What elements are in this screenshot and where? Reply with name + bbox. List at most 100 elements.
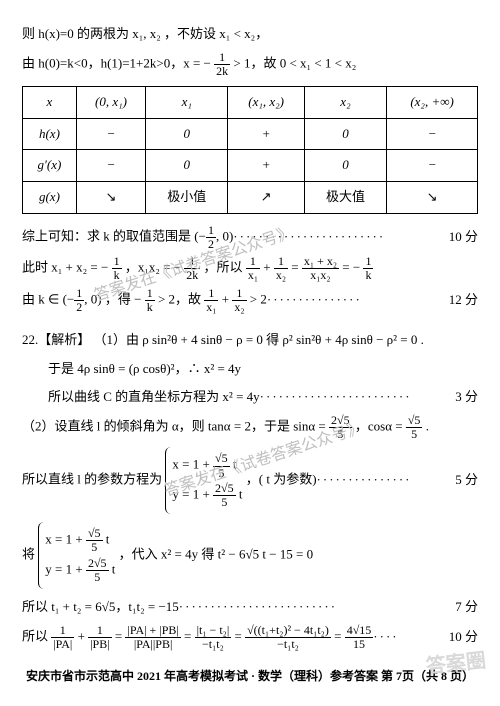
t1t2: 所以 t₁ + t₂ = 6√5，t₁t₂ = −15 [22,595,179,620]
f-n: √((t₁+t₂)² − 4t₁t₂) [245,624,331,638]
f-n: √5 [86,527,103,541]
f-n: 1 [51,624,74,638]
score-10: 10 分 [449,225,478,250]
f-d: 15 [345,638,374,651]
sign-table: x (0, x₁) x₁ (x₁, x₂) x₂ (x₂, +∞) h(x) −… [22,86,478,214]
period: . [426,419,429,434]
cell: ↗ [228,182,304,214]
q22-2-pre: （2）设直线 l 的倾斜角为 α，则 tanα = 2，于是 sinα = [22,419,329,434]
cell: ↘ [76,182,145,214]
f-d: 5 [329,428,352,441]
dots: ························ [260,385,456,410]
f-n: √5 [406,414,423,428]
cell: − [76,118,145,150]
x1x2-pre: 此时 x₁ + x₂ = − [22,260,108,275]
dots: ··············· [267,288,449,313]
table-row: g′(x) − 0 + 0 − [23,150,478,182]
param-t: t [233,457,237,472]
cell: 0 [304,118,386,150]
sy-lhs: y = 1 + [45,561,86,576]
intro-line-1: 则 h(x)=0 的两根为 x₁, x₂ ，不妨设 x₁ < x₂， [22,22,478,47]
f-d: k [112,269,122,282]
int-b: , 0 [216,228,229,243]
f-d: |PB| [88,638,111,651]
cell: − [387,150,478,182]
cell: + [228,150,304,182]
score-5: 5 分 [455,468,478,493]
f-n: 1 [274,255,288,269]
eq: = [234,628,245,643]
int-ad: 2 [206,238,216,251]
cell: − [387,118,478,150]
k-int-a: − [67,291,74,306]
table-row: g(x) ↘ 极小值 ↗ 极大值 ↘ [23,182,478,214]
cell: 0 [146,118,228,150]
f-n: 1 [232,287,246,301]
f-d: −t₁t₂ [195,638,232,651]
plus: + [78,628,89,643]
f-d: 2 [74,301,84,314]
k-mid: ，得 − [105,291,142,306]
score-3: 3 分 [455,385,478,410]
f-d: 5 [86,571,109,584]
dots: ···· [373,625,448,650]
f-d: k [363,269,373,282]
f-n: 1 [145,287,155,301]
f-d: |PA| [51,638,74,651]
cell: + [228,118,304,150]
q22-1c-row: 所以曲线 C 的直角坐标方程为 x² = 4y ················… [22,385,478,410]
intro2-post: > 1，故 0 < x₁ < 1 < x₂ [233,55,356,70]
intro2-pre: 由 h(0)=k<0，h(1)=1+2k>0，x = − [22,55,211,70]
f-d: −t₁t₂ [245,638,331,651]
t1t2-line: 所以 t₁ + t₂ = 6√5，t₁t₂ = −15 ············… [22,595,478,620]
f-d: 5 [213,467,230,480]
table-header-row: x (0, x₁) x₁ (x₁, x₂) x₂ (x₂, +∞) [23,87,478,119]
intro2-frac-d: 2k [214,65,230,78]
f-n: 1 [74,287,84,301]
conclusion-line: 综上可知：求 k 的取值范围是 (−12, 0) ···············… [22,224,478,251]
f-d: x₁x₂ [302,269,339,282]
eq: = [334,628,345,643]
f-d: 5 [86,541,103,554]
f-d: x₁ [246,269,260,282]
eq: = [115,628,126,643]
param-pre: 所以直线 l 的参数方程为 [22,472,165,487]
plus: + [222,291,233,306]
f-n: 2√5 [329,414,352,428]
f-n: |t₁ − t₂| [195,624,232,638]
cell: − [76,150,145,182]
f-n: 1 [204,287,218,301]
eq: = [291,260,302,275]
f-d: |PA||PB| [125,638,180,651]
th-5: (x₂, +∞) [387,87,478,119]
q22-2-line: （2）设直线 l 的倾斜角为 α，则 tanα = 2，于是 sinα = 2√… [22,414,478,441]
cell: 0 [146,150,228,182]
q22-1c: 所以曲线 C 的直角坐标方程为 x² = 4y [48,385,260,410]
dots: ··············· [317,468,456,493]
plus: + [263,260,274,275]
cell: 0 [304,150,386,182]
param-brace: x = 1 + √55 t y = 1 + 2√55 t [165,447,242,514]
f-n: |PA| + |PB| [125,624,180,638]
th-4: x₂ [304,87,386,119]
f-n: 1 [88,624,111,638]
th-2: x₁ [146,87,228,119]
cell: g(x) [23,182,77,214]
dots: ························ [233,225,448,250]
k-post: > 2 [250,291,267,306]
th-0: x [23,87,77,119]
q22-1b: 于是 4ρ sinθ = (ρ cosθ)²，∴ x² = 4y [22,357,478,382]
cell: 极小值 [146,182,228,214]
int-an: 1 [206,224,216,238]
comma: ，cosα = [355,419,406,434]
x1x2-line: 此时 x₁ + x₂ = − 1k ，x₁x₂ = − 12k ，所以 1x₁ … [22,255,478,282]
q22-label: 22.【解析】 [22,332,90,347]
param-y-lhs: y = 1 + [172,486,213,501]
k-int-b: , 0 [84,291,97,306]
intro-line-2: 由 h(0)=k<0，h(1)=1+2k>0，x = − 1 2k > 1，故 … [22,51,478,78]
f-d: x₂ [274,269,288,282]
f-d: 2k [184,269,200,282]
eq: = [184,628,195,643]
f-n: 1 [184,255,200,269]
th-1: (0, x₁) [76,87,145,119]
